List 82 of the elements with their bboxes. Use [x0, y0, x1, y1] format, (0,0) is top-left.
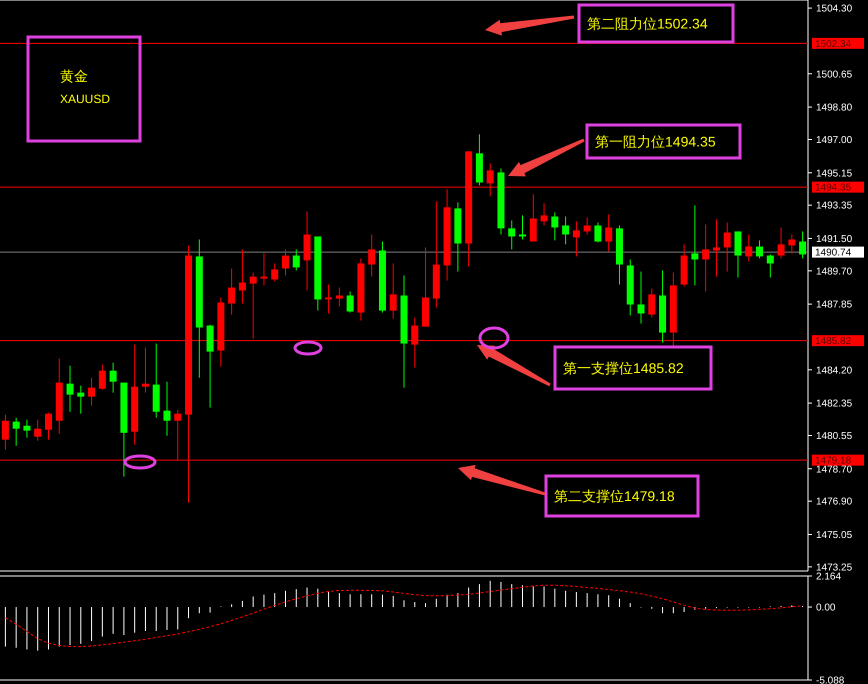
- ytick: 2.164: [816, 572, 842, 582]
- candlestick: [702, 224, 710, 292]
- candlestick: [519, 214, 526, 240]
- ytick: 1498.80: [816, 102, 852, 114]
- candlestick: [486, 162, 494, 197]
- candlestick: [638, 271, 645, 324]
- candlestick: [292, 248, 300, 271]
- candlestick: [325, 284, 332, 314]
- ytick: 1484.20: [816, 365, 852, 376]
- annotation: 第一支撑位1485.82: [563, 360, 684, 376]
- candlestick: [163, 381, 170, 436]
- candlestick: [605, 214, 612, 252]
- ytick: 1495.15: [816, 168, 852, 180]
- candlestick: [648, 288, 656, 318]
- candlestick: [584, 216, 591, 235]
- candlestick: [368, 234, 376, 278]
- annotation: 第二支撑位1479.18: [554, 488, 675, 504]
- ytick: 1493.35: [816, 200, 852, 212]
- ytick: 1480.55: [816, 431, 852, 442]
- ytick: 1478.70: [816, 464, 852, 476]
- ytick: 1475.05: [816, 530, 852, 541]
- ytick: 1487.85: [816, 300, 852, 311]
- annotation: 第二支撑位1479.18: [544, 474, 700, 518]
- candlestick: [2, 414, 9, 450]
- candlestick: [271, 262, 278, 282]
- candlestick: [142, 347, 149, 394]
- candlestick: [88, 377, 96, 406]
- ytick: 1504.30: [816, 4, 852, 15]
- ref-line-label: 1494.35: [815, 182, 852, 194]
- candlestick: [594, 222, 602, 243]
- candlestick: [562, 216, 570, 245]
- candlestick: [34, 419, 42, 442]
- annotation: 第二阻力位1502.34: [587, 16, 708, 32]
- annotation: 第一阻力位1494.35: [586, 124, 742, 160]
- candlestick: [788, 234, 796, 254]
- ytick: 1500.65: [816, 69, 852, 80]
- ytick: 1497.00: [816, 134, 852, 146]
- candlestick: [66, 365, 74, 412]
- ytick: 1491.50: [816, 234, 852, 245]
- candlestick: [346, 291, 354, 314]
- annotation: 第一支撑位1485.82: [554, 346, 712, 390]
- candlestick: [98, 364, 106, 390]
- candlestick: [282, 248, 289, 276]
- candlestick: [508, 220, 516, 250]
- ref-line-label: 1490.74: [815, 248, 852, 259]
- candlestick: [778, 226, 785, 259]
- candlestick: [530, 194, 537, 242]
- candlestick: [174, 409, 182, 460]
- ref-line-label: 1502.34: [815, 38, 852, 50]
- candlestick: [110, 362, 117, 394]
- candlestick: [724, 222, 731, 272]
- candlestick: [250, 272, 257, 339]
- candlestick: [691, 204, 698, 286]
- ytick: 0.00: [816, 602, 836, 614]
- candlestick: [799, 230, 806, 259]
- ref-line-label: 1479.18: [815, 456, 852, 467]
- candlestick: [12, 417, 20, 446]
- ytick: -5.088: [816, 676, 844, 684]
- candlestick: [712, 218, 720, 278]
- candlestick: [572, 220, 580, 257]
- title-box: 黄金 XAUUSD: [26, 36, 142, 142]
- candlestick: [766, 254, 774, 278]
- candlestick: [336, 287, 343, 307]
- candlestick: [238, 248, 246, 304]
- candlestick: [228, 268, 236, 316]
- candlestick: [390, 262, 397, 320]
- ytick: 1473.25: [816, 562, 852, 574]
- ytick: 1489.70: [816, 266, 852, 278]
- candlestick: [260, 252, 268, 286]
- ytick: 1482.35: [816, 398, 852, 410]
- ref-line-label: 1485.82: [815, 336, 852, 348]
- candlestick: [77, 385, 84, 414]
- candlestick: [411, 317, 418, 368]
- candlestick: [540, 202, 548, 226]
- candlestick: [44, 412, 52, 440]
- ytick: 1476.90: [816, 496, 852, 508]
- candlestick: [745, 234, 752, 262]
- annotation: 第一阻力位1494.35: [595, 134, 716, 150]
- annotation: 第二阻力位1502.34: [578, 4, 734, 44]
- candlestick: [756, 240, 764, 259]
- candlestick: [23, 419, 30, 438]
- candlestick: [551, 212, 558, 241]
